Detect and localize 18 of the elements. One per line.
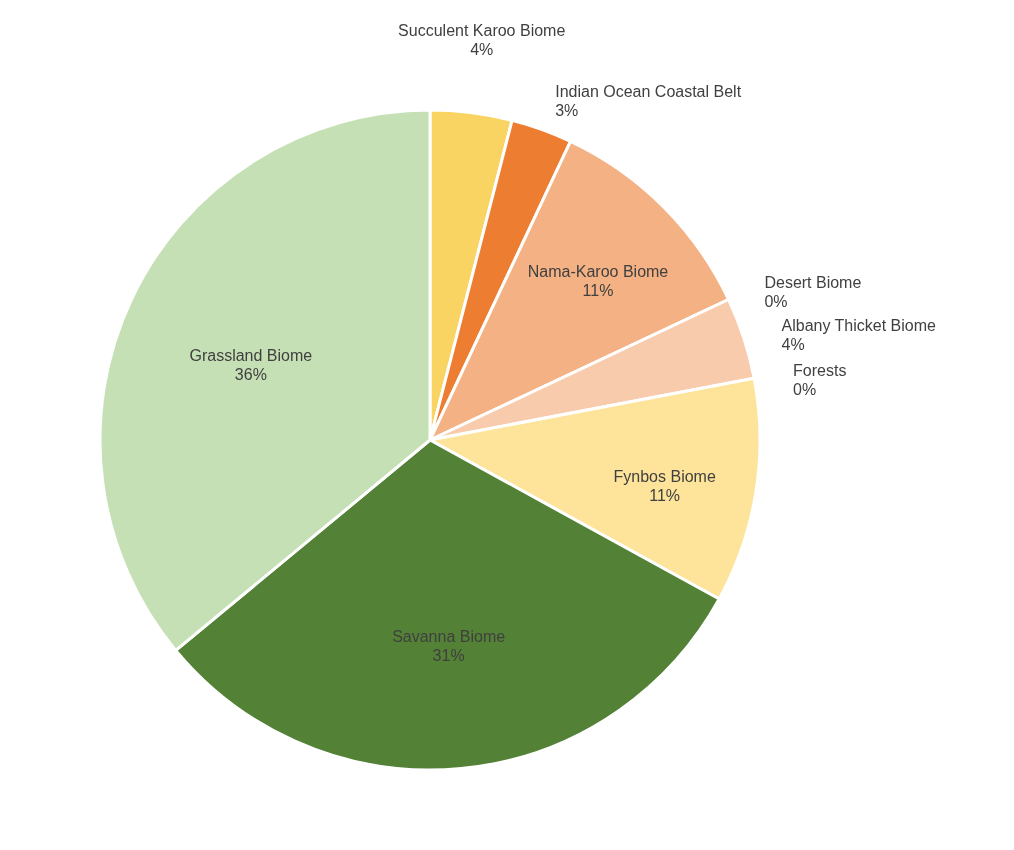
slice-label: Nama-Karoo Biome: [527, 262, 669, 280]
slice-label: Albany Thicket Biome: [781, 316, 937, 334]
text: 0%: [793, 380, 817, 398]
slice-label: Grassland Biome: [189, 346, 313, 364]
data-label: 4%: [470, 40, 494, 58]
data-label: 36%: [234, 365, 267, 383]
data-label: 3%: [555, 102, 579, 120]
data-label: 31%: [432, 647, 465, 665]
data-label: 4%: [781, 335, 805, 353]
data-label: 11%: [582, 281, 614, 299]
slice-label: Fynbos Biome: [613, 468, 716, 486]
category-label: Desert Biome: [764, 273, 862, 291]
category-label: Forests: [793, 361, 847, 379]
slice-label: Savanna Biome: [392, 628, 506, 646]
text: 0%: [764, 292, 788, 310]
data-label: 11%: [649, 487, 681, 505]
slice-label: Succulent Karoo Biome: [398, 21, 566, 39]
slice-label: Indian Ocean Coastal Belt: [555, 83, 742, 101]
